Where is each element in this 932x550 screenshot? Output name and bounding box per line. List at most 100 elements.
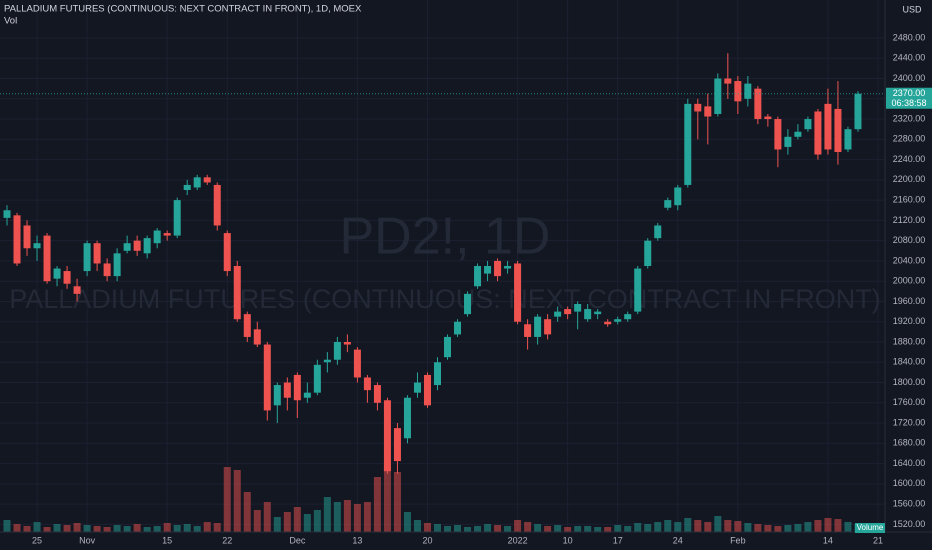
candle-body bbox=[53, 268, 61, 279]
candle-body bbox=[153, 230, 161, 244]
candle-body bbox=[654, 225, 662, 239]
candle-body bbox=[774, 119, 782, 150]
volume-bar bbox=[584, 526, 592, 532]
volume-bar bbox=[594, 527, 602, 532]
volume-bar bbox=[574, 526, 582, 532]
candle-body bbox=[834, 108, 842, 152]
candle-body bbox=[333, 342, 341, 360]
candle-body bbox=[13, 215, 21, 264]
x-tick-label: 14 bbox=[823, 535, 833, 545]
candle-body bbox=[594, 311, 602, 315]
volume-bar bbox=[423, 523, 431, 532]
volume-bar bbox=[534, 524, 542, 532]
volume-bar bbox=[193, 526, 201, 532]
volume-bar bbox=[353, 504, 361, 532]
candle-body bbox=[253, 329, 261, 345]
candle-body bbox=[403, 397, 411, 439]
candle-body bbox=[514, 263, 522, 322]
candle-body bbox=[664, 200, 672, 208]
candle-body bbox=[754, 88, 762, 120]
candle-body bbox=[413, 382, 421, 393]
volume-bar bbox=[524, 522, 532, 532]
x-tick-label: Nov bbox=[79, 535, 96, 545]
volume-label-box bbox=[855, 523, 885, 533]
volume-bar bbox=[814, 520, 822, 532]
volume-bar bbox=[133, 524, 141, 532]
candle-body bbox=[744, 83, 752, 99]
volume-bar bbox=[153, 526, 161, 532]
volume-bar bbox=[113, 525, 121, 532]
volume-bar bbox=[784, 525, 792, 532]
volume-bar bbox=[363, 502, 371, 532]
candle-body bbox=[43, 235, 51, 282]
x-tick-label: 15 bbox=[162, 535, 172, 545]
candle-body bbox=[323, 359, 331, 363]
candle-body bbox=[193, 177, 201, 188]
candle-body bbox=[534, 316, 542, 337]
x-tick-label: Feb bbox=[730, 535, 746, 545]
candle-body bbox=[173, 200, 181, 236]
candle-body bbox=[704, 106, 712, 117]
candle-body bbox=[824, 103, 832, 150]
y-tick-label: 2040.00 bbox=[893, 255, 926, 265]
volume-bar bbox=[554, 525, 562, 532]
volume-bar bbox=[764, 525, 772, 532]
candle-body bbox=[794, 131, 802, 137]
volume-bar bbox=[163, 523, 171, 532]
volume-bar bbox=[654, 522, 662, 532]
volume-bar bbox=[824, 518, 832, 532]
candle-body bbox=[674, 187, 682, 206]
volume-bar bbox=[504, 526, 512, 532]
y-tick-label: 1840.00 bbox=[893, 357, 926, 367]
candle-body bbox=[63, 271, 71, 284]
volume-bar bbox=[33, 522, 41, 532]
volume-bar bbox=[403, 512, 411, 532]
candle-body bbox=[764, 116, 772, 120]
volume-bar bbox=[213, 523, 221, 532]
volume-bar bbox=[444, 526, 452, 532]
volume-bar bbox=[474, 526, 482, 532]
candle-body bbox=[363, 377, 371, 391]
y-tick-label: 2280.00 bbox=[893, 134, 926, 144]
y-tick-label: 1520.00 bbox=[893, 519, 926, 529]
x-tick-label: 25 bbox=[32, 535, 42, 545]
watermark-name: PALLADIUM FUTURES (CONTINUOUS: NEXT CONT… bbox=[9, 284, 881, 314]
x-tick-label: 20 bbox=[422, 535, 432, 545]
volume-bar bbox=[263, 502, 271, 532]
last-price-label: 2370.00 bbox=[893, 88, 926, 98]
candle-body bbox=[433, 362, 441, 386]
volume-bar bbox=[303, 514, 311, 532]
candle-body bbox=[393, 428, 401, 462]
volume-bar bbox=[794, 524, 802, 532]
candle-body bbox=[524, 324, 532, 337]
volume-bar bbox=[544, 526, 552, 532]
volume-bar bbox=[223, 467, 231, 532]
candle-body bbox=[574, 304, 582, 312]
candle-body bbox=[203, 177, 211, 183]
candle-body bbox=[183, 184, 191, 190]
volume-bar bbox=[433, 524, 441, 532]
candle-body bbox=[113, 253, 121, 277]
candle-body bbox=[714, 78, 722, 114]
candle-body bbox=[143, 238, 151, 254]
volume-bar bbox=[413, 520, 421, 532]
volume-bar bbox=[323, 497, 331, 532]
volume-bar bbox=[53, 524, 61, 532]
y-tick-label: 1680.00 bbox=[893, 438, 926, 448]
volume-bar bbox=[3, 520, 11, 532]
candle-body bbox=[283, 382, 291, 398]
candle-body bbox=[644, 240, 652, 266]
candle-body bbox=[233, 266, 241, 320]
candle-body bbox=[93, 243, 101, 264]
candle-body bbox=[474, 266, 482, 287]
volume-bar bbox=[634, 523, 642, 532]
volume-bar bbox=[464, 527, 472, 532]
volume-bar bbox=[343, 500, 351, 532]
y-tick-label: 2440.00 bbox=[893, 53, 926, 63]
candle-body bbox=[564, 309, 572, 315]
volume-bar bbox=[774, 526, 782, 532]
candle-body bbox=[353, 349, 361, 378]
candle-body bbox=[694, 103, 702, 112]
